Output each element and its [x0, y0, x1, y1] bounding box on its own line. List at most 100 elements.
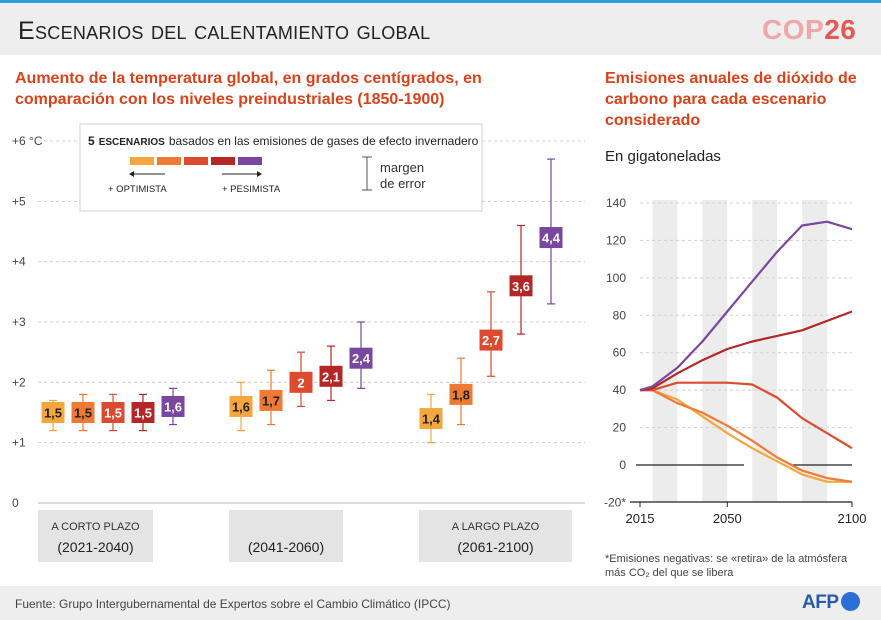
scenario-box: [289, 371, 313, 393]
scenario-box: [101, 402, 125, 423]
period-years: (2061-2100): [457, 539, 533, 555]
right-chart-lines: [639, 220, 853, 483]
cop-logo-text: COP: [762, 14, 825, 45]
header: Escenarios del calentamiento global COP2…: [0, 3, 881, 55]
emission-line: [640, 389, 852, 483]
legend-box: 5 escenarios basados en las emisiones de g…: [79, 123, 483, 212]
legend-error-label-1: margen: [380, 160, 424, 175]
legend-title: 5 escenarios basados en las emisiones de g…: [88, 134, 479, 148]
scenario-box: [479, 329, 503, 351]
left-y-axis: 0 +1 +2 +3 +4 +5 +6 °C: [12, 134, 43, 510]
emission-line: [640, 389, 853, 483]
pesimista-arrow-head: [257, 171, 262, 177]
footnote-line-1: *Emisiones negativas: se «retira» de la …: [605, 553, 848, 565]
left-y-tick-label: +4: [12, 255, 26, 269]
scenario-value: 1,5: [104, 406, 122, 421]
legend-count: 5: [88, 134, 95, 148]
period-band: [802, 200, 828, 502]
right-y-axis: 140 120 100 80 60 40 20 0 -20*: [604, 196, 626, 509]
legend-error-label-2: de error: [380, 176, 426, 191]
emission-line: [640, 381, 853, 450]
right-y-tick-label: 0: [619, 458, 626, 472]
period-years: (2021-2040): [57, 539, 133, 555]
period-years: (2041-2060): [248, 539, 324, 555]
period-box: [419, 510, 572, 562]
legend-optimista: + optimista: [108, 184, 167, 195]
scenario-value: 2,4: [352, 351, 371, 366]
scenario-box: [509, 275, 533, 297]
legend-swatch: [238, 157, 262, 165]
scenario-box: [349, 347, 373, 369]
period-label: A LARGO PLAZO: [452, 521, 540, 533]
left-chart-marks: 1,5 1,6 1,4 1,5 1,7 1,8 1,5 2 2,7 1,5 2,1 3,6 1,6 2,4…: [41, 158, 563, 444]
unit-label: En gigatoneladas: [605, 148, 721, 165]
scenario-value: 1,5: [134, 406, 152, 421]
period-band: [652, 200, 678, 502]
scenario-box: [229, 395, 253, 417]
right-grid: [630, 202, 852, 503]
left-y-tick-label: 0: [12, 496, 19, 510]
scenario-box: [161, 395, 185, 417]
scenario-value: 1,6: [232, 399, 250, 414]
period-box: [38, 510, 153, 562]
scenario-value: 1,8: [452, 387, 470, 402]
legend-frame: [79, 123, 483, 212]
scenario-box: [539, 227, 563, 249]
footer: Fuente: Grupo Intergubernamental de Expe…: [0, 586, 881, 620]
scenario-value: 1,7: [262, 393, 280, 408]
right-chart-heading: Emisiones anuales de dióxido de carbono …: [605, 70, 857, 129]
afp-logo-dot: [840, 592, 860, 611]
legend-swatch: [184, 157, 208, 165]
right-y-tick-label: 100: [606, 271, 626, 285]
scenario-value: 1,6: [164, 399, 182, 414]
right-x-tick-label: 2015: [626, 511, 655, 526]
scenario-value: 1,5: [74, 406, 92, 421]
optimista-arrow-head: [129, 171, 134, 177]
right-y-tick-label: 60: [613, 346, 627, 360]
page-title: Escenarios del calentamiento global: [18, 17, 431, 45]
scenario-box: [131, 402, 155, 423]
legend-escenarios: escenarios: [99, 137, 165, 148]
afp-logo: AFP: [802, 592, 860, 614]
scenario-value: 2,1: [322, 369, 340, 384]
left-chart-heading: Aumento de la temperatura global, en gra…: [15, 70, 482, 108]
left-y-tick-label: +2: [12, 375, 26, 389]
scenario-value: 2,7: [482, 333, 500, 348]
right-x-axis: 2015 2050 2100: [626, 502, 867, 526]
period-box: [229, 510, 343, 562]
legend-swatch: [157, 157, 181, 165]
cop-logo-number: 26: [824, 14, 857, 45]
scenario-box: [449, 383, 473, 405]
scenario-value: 2: [297, 375, 304, 390]
right-y-tick-label: 140: [606, 196, 626, 210]
legend-pesimista: + pesimista: [222, 184, 281, 195]
cop26-logo: COP26: [762, 14, 856, 46]
legend-swatch: [211, 157, 235, 165]
scenario-box: [319, 365, 343, 387]
right-y-tick-label: 20: [613, 421, 627, 435]
legend-swatches: [130, 157, 262, 165]
scenario-value: 3,6: [512, 279, 530, 294]
legend-swatch: [130, 157, 154, 165]
right-x-tick-label: 2050: [713, 511, 742, 526]
period-label: A CORTO PLAZO: [51, 521, 140, 533]
left-y-tick-label: +5: [12, 194, 26, 208]
footnote-line-2: más CO₂ del que se libera: [605, 567, 734, 579]
afp-logo-text: AFP: [802, 592, 839, 613]
right-x-tick-label: 2100: [838, 511, 867, 526]
emission-line: [639, 310, 853, 392]
right-y-tick-label: 40: [613, 383, 627, 397]
right-y-tick-label: 80: [613, 308, 627, 322]
scenario-box: [41, 402, 65, 423]
right-chart-shading: [652, 200, 828, 502]
top-accent-bar: [0, 0, 881, 3]
left-y-tick-label: +3: [12, 315, 26, 329]
period-band: [752, 200, 778, 502]
scenario-box: [259, 389, 283, 411]
scenario-box: [419, 408, 443, 430]
right-y-tick-label: -20*: [604, 495, 626, 509]
period-labels: A CORTO PLAZO (2021-2040) (2041-2060) A LAR…: [38, 510, 572, 562]
left-y-tick-label: +1: [12, 436, 26, 450]
legend-description: basados en las emisiones de gases de efe…: [169, 134, 479, 148]
